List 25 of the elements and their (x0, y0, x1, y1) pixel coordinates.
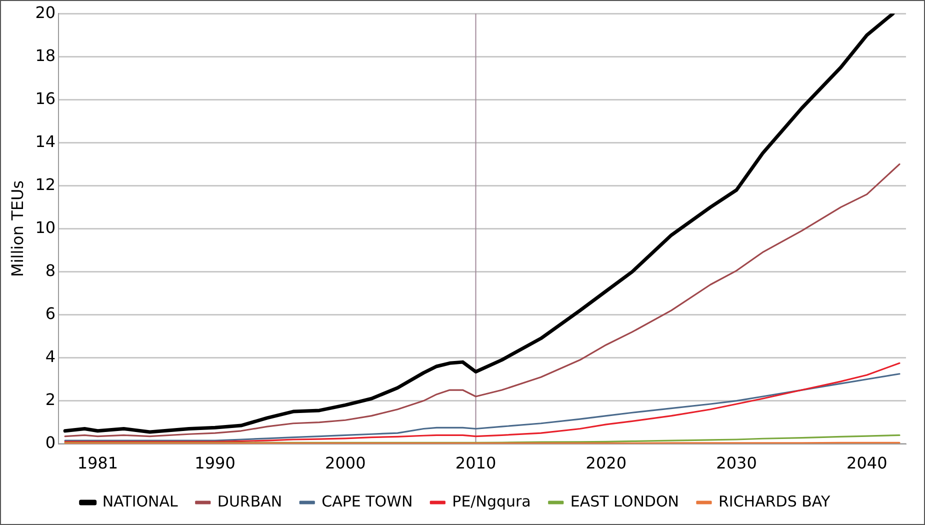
x-tick-label: 2010 (455, 454, 496, 473)
y-tick-label: 10 (35, 218, 56, 237)
x-tick-label: 2020 (586, 454, 626, 473)
legend-label: NATIONAL (102, 492, 179, 510)
y-tick-label: 12 (35, 174, 56, 194)
legend-label: PE/Ngqura (452, 492, 531, 510)
legend-label: CAPE TOWN (322, 492, 413, 510)
y-tick-label: 0 (45, 432, 56, 452)
x-tick-label: 2040 (846, 454, 888, 473)
y-tick-label: 4 (45, 346, 56, 366)
y-axis-title: Million TEUs (8, 180, 27, 277)
x-tick-label: 1990 (194, 454, 236, 473)
y-tick-label: 8 (45, 260, 56, 280)
x-tick-label: 2000 (325, 454, 366, 473)
y-tick-label: 6 (45, 304, 56, 323)
y-tick-label: 20 (35, 2, 56, 22)
legend-label: RICHARDS BAY (718, 492, 831, 510)
y-tick-label: 2 (45, 390, 56, 409)
legend-label: EAST LONDON (570, 492, 679, 510)
y-tick-label: 18 (35, 46, 56, 65)
y-tick-label: 14 (35, 132, 56, 151)
legend-label: DURBAN (217, 492, 282, 510)
x-tick-label: 1981 (77, 454, 118, 473)
y-tick-label: 16 (35, 88, 56, 108)
x-tick-label: 2030 (716, 454, 757, 473)
